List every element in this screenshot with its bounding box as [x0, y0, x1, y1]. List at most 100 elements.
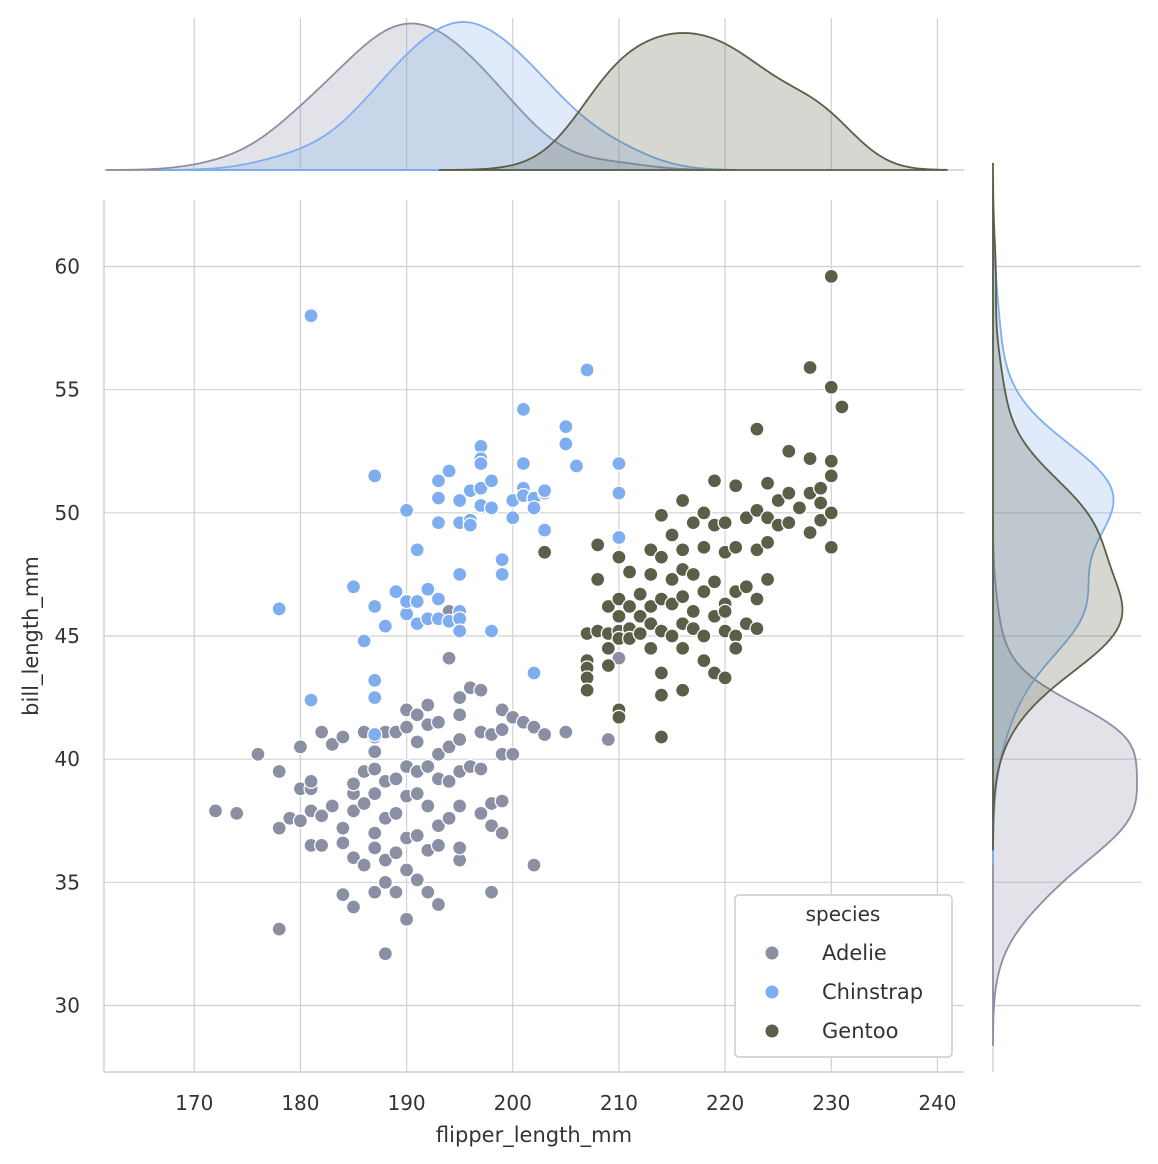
point-adelie: [452, 707, 468, 723]
point-gentoo: [728, 478, 744, 494]
point-adelie: [335, 820, 351, 836]
point-chinstrap: [611, 485, 627, 501]
point-gentoo: [632, 608, 648, 624]
point-chinstrap: [367, 726, 383, 743]
point-adelie: [324, 798, 340, 814]
point-gentoo: [621, 564, 638, 580]
point-adelie: [271, 921, 287, 937]
right-kde-gentoo: [992, 162, 1124, 851]
point-gentoo: [823, 505, 839, 521]
y-tick-label-45: 45: [55, 624, 80, 648]
point-chinstrap: [611, 455, 627, 472]
point-adelie: [452, 840, 468, 856]
point-gentoo: [781, 443, 797, 459]
point-gentoo: [791, 500, 808, 516]
point-adelie: [494, 825, 510, 841]
point-adelie: [250, 746, 266, 762]
legend-title: species: [806, 902, 881, 926]
point-adelie: [313, 837, 330, 854]
point-adelie: [388, 884, 404, 900]
point-adelie: [335, 886, 351, 903]
point-gentoo: [674, 588, 691, 605]
point-chinstrap: [558, 436, 574, 452]
point-adelie: [483, 818, 500, 834]
x-tick-label-240: 240: [918, 1091, 956, 1115]
point-gentoo: [653, 665, 670, 681]
point-gentoo: [685, 566, 701, 583]
x-tick-labels: 170 180 190 200 210 220 230 240: [175, 1091, 956, 1115]
point-gentoo: [653, 687, 670, 703]
grid-lines: [103, 200, 964, 1073]
point-adelie: [409, 786, 425, 802]
point-adelie: [430, 896, 447, 913]
point-chinstrap: [515, 455, 532, 472]
point-gentoo: [749, 502, 765, 519]
point-adelie: [335, 729, 351, 745]
point-chinstrap: [526, 500, 542, 516]
point-gentoo: [781, 485, 797, 501]
point-chinstrap: [367, 689, 383, 706]
point-chinstrap: [420, 581, 436, 597]
point-gentoo: [536, 544, 553, 560]
point-gentoo: [738, 579, 754, 595]
point-adelie: [409, 872, 425, 888]
point-adelie: [430, 714, 447, 730]
x-tick-label-220: 220: [706, 1091, 744, 1115]
right-kde-adelie: [992, 519, 1138, 1046]
point-chinstrap: [367, 468, 383, 484]
point-gentoo: [759, 510, 776, 526]
point-gentoo: [696, 584, 712, 600]
point-chinstrap: [271, 601, 287, 617]
legend-label-adelie: Adelie: [822, 941, 887, 965]
point-adelie: [441, 810, 457, 826]
point-adelie: [611, 650, 627, 666]
point-adelie: [271, 820, 287, 836]
point-gentoo: [643, 616, 659, 632]
point-adelie: [345, 803, 362, 819]
y-tick-labels: 30 35 40 45 50 55 60: [55, 255, 80, 1018]
point-gentoo: [643, 566, 659, 583]
point-adelie: [430, 818, 447, 834]
point-gentoo: [759, 534, 776, 551]
point-gentoo: [674, 682, 691, 698]
point-adelie: [335, 835, 351, 851]
point-adelie: [430, 837, 447, 854]
point-chinstrap: [303, 308, 319, 324]
point-adelie: [388, 845, 404, 861]
point-adelie: [345, 776, 362, 792]
point-gentoo: [717, 515, 733, 531]
x-tick-label-200: 200: [494, 1091, 532, 1115]
y-tick-label-35: 35: [55, 870, 80, 894]
point-gentoo: [823, 453, 839, 469]
point-adelie: [229, 805, 245, 822]
point-adelie: [345, 850, 362, 866]
point-chinstrap: [409, 593, 425, 610]
x-axis-label: flipper_length_mm: [436, 1123, 632, 1148]
point-chinstrap: [473, 455, 489, 472]
point-gentoo: [611, 591, 627, 607]
point-gentoo: [685, 603, 701, 620]
point-chinstrap: [388, 584, 404, 600]
point-adelie: [441, 650, 457, 666]
point-adelie: [377, 874, 394, 890]
point-adelie: [430, 746, 447, 762]
point-gentoo: [717, 670, 733, 686]
point-gentoo: [600, 657, 616, 674]
legend-label-chinstrap: Chinstrap: [822, 980, 923, 1004]
point-gentoo: [664, 596, 680, 612]
point-gentoo: [749, 421, 765, 437]
point-gentoo: [632, 625, 648, 642]
point-chinstrap: [483, 623, 500, 639]
right-marginal-kde: [992, 162, 1141, 1072]
point-gentoo: [728, 539, 744, 555]
point-chinstrap: [409, 542, 425, 558]
point-gentoo: [696, 628, 712, 644]
point-gentoo: [813, 480, 829, 496]
point-adelie: [526, 857, 542, 873]
point-gentoo: [706, 574, 723, 590]
point-adelie: [441, 773, 457, 789]
x-tick-label-210: 210: [600, 1091, 638, 1115]
point-adelie: [388, 805, 404, 822]
point-chinstrap: [367, 672, 383, 688]
